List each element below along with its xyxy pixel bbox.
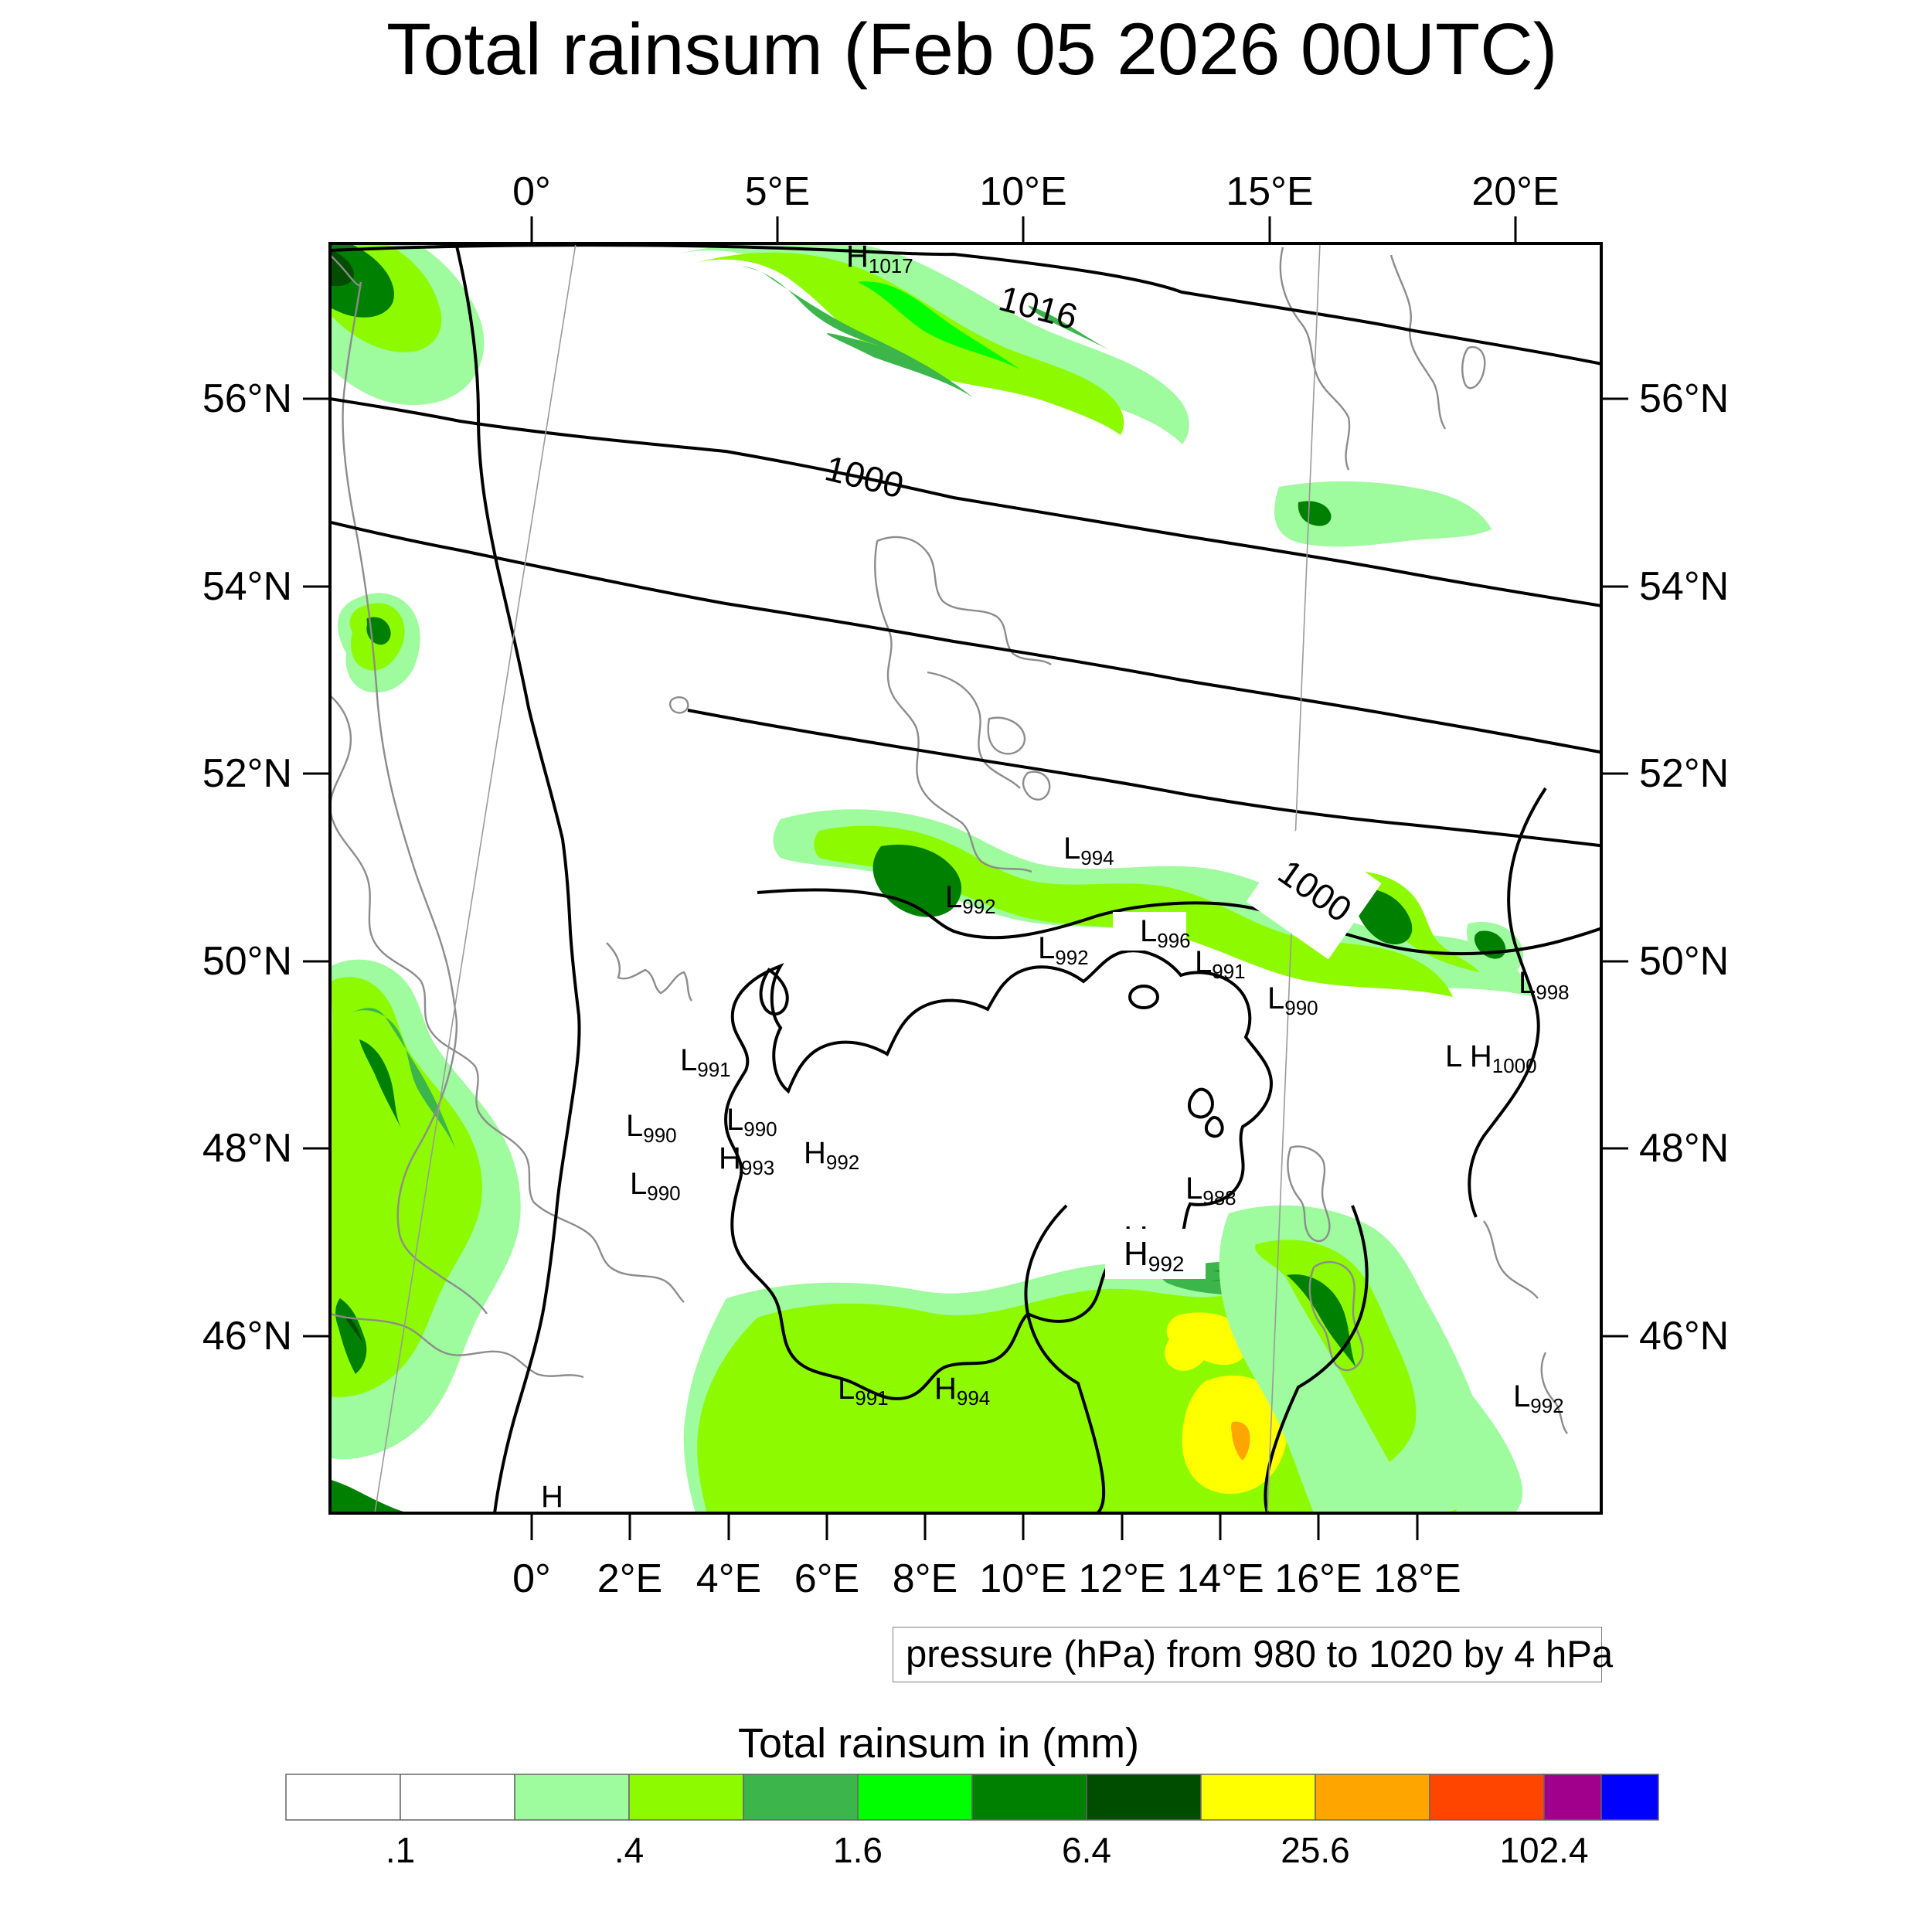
svg-text:25.6: 25.6 <box>1281 1830 1350 1870</box>
svg-text:6.4: 6.4 <box>1062 1830 1111 1870</box>
svg-text:1.6: 1.6 <box>833 1830 883 1870</box>
svg-text:.1: .1 <box>386 1830 415 1870</box>
svg-text:.4: .4 <box>614 1830 644 1870</box>
svg-text:102.4: 102.4 <box>1499 1830 1588 1870</box>
